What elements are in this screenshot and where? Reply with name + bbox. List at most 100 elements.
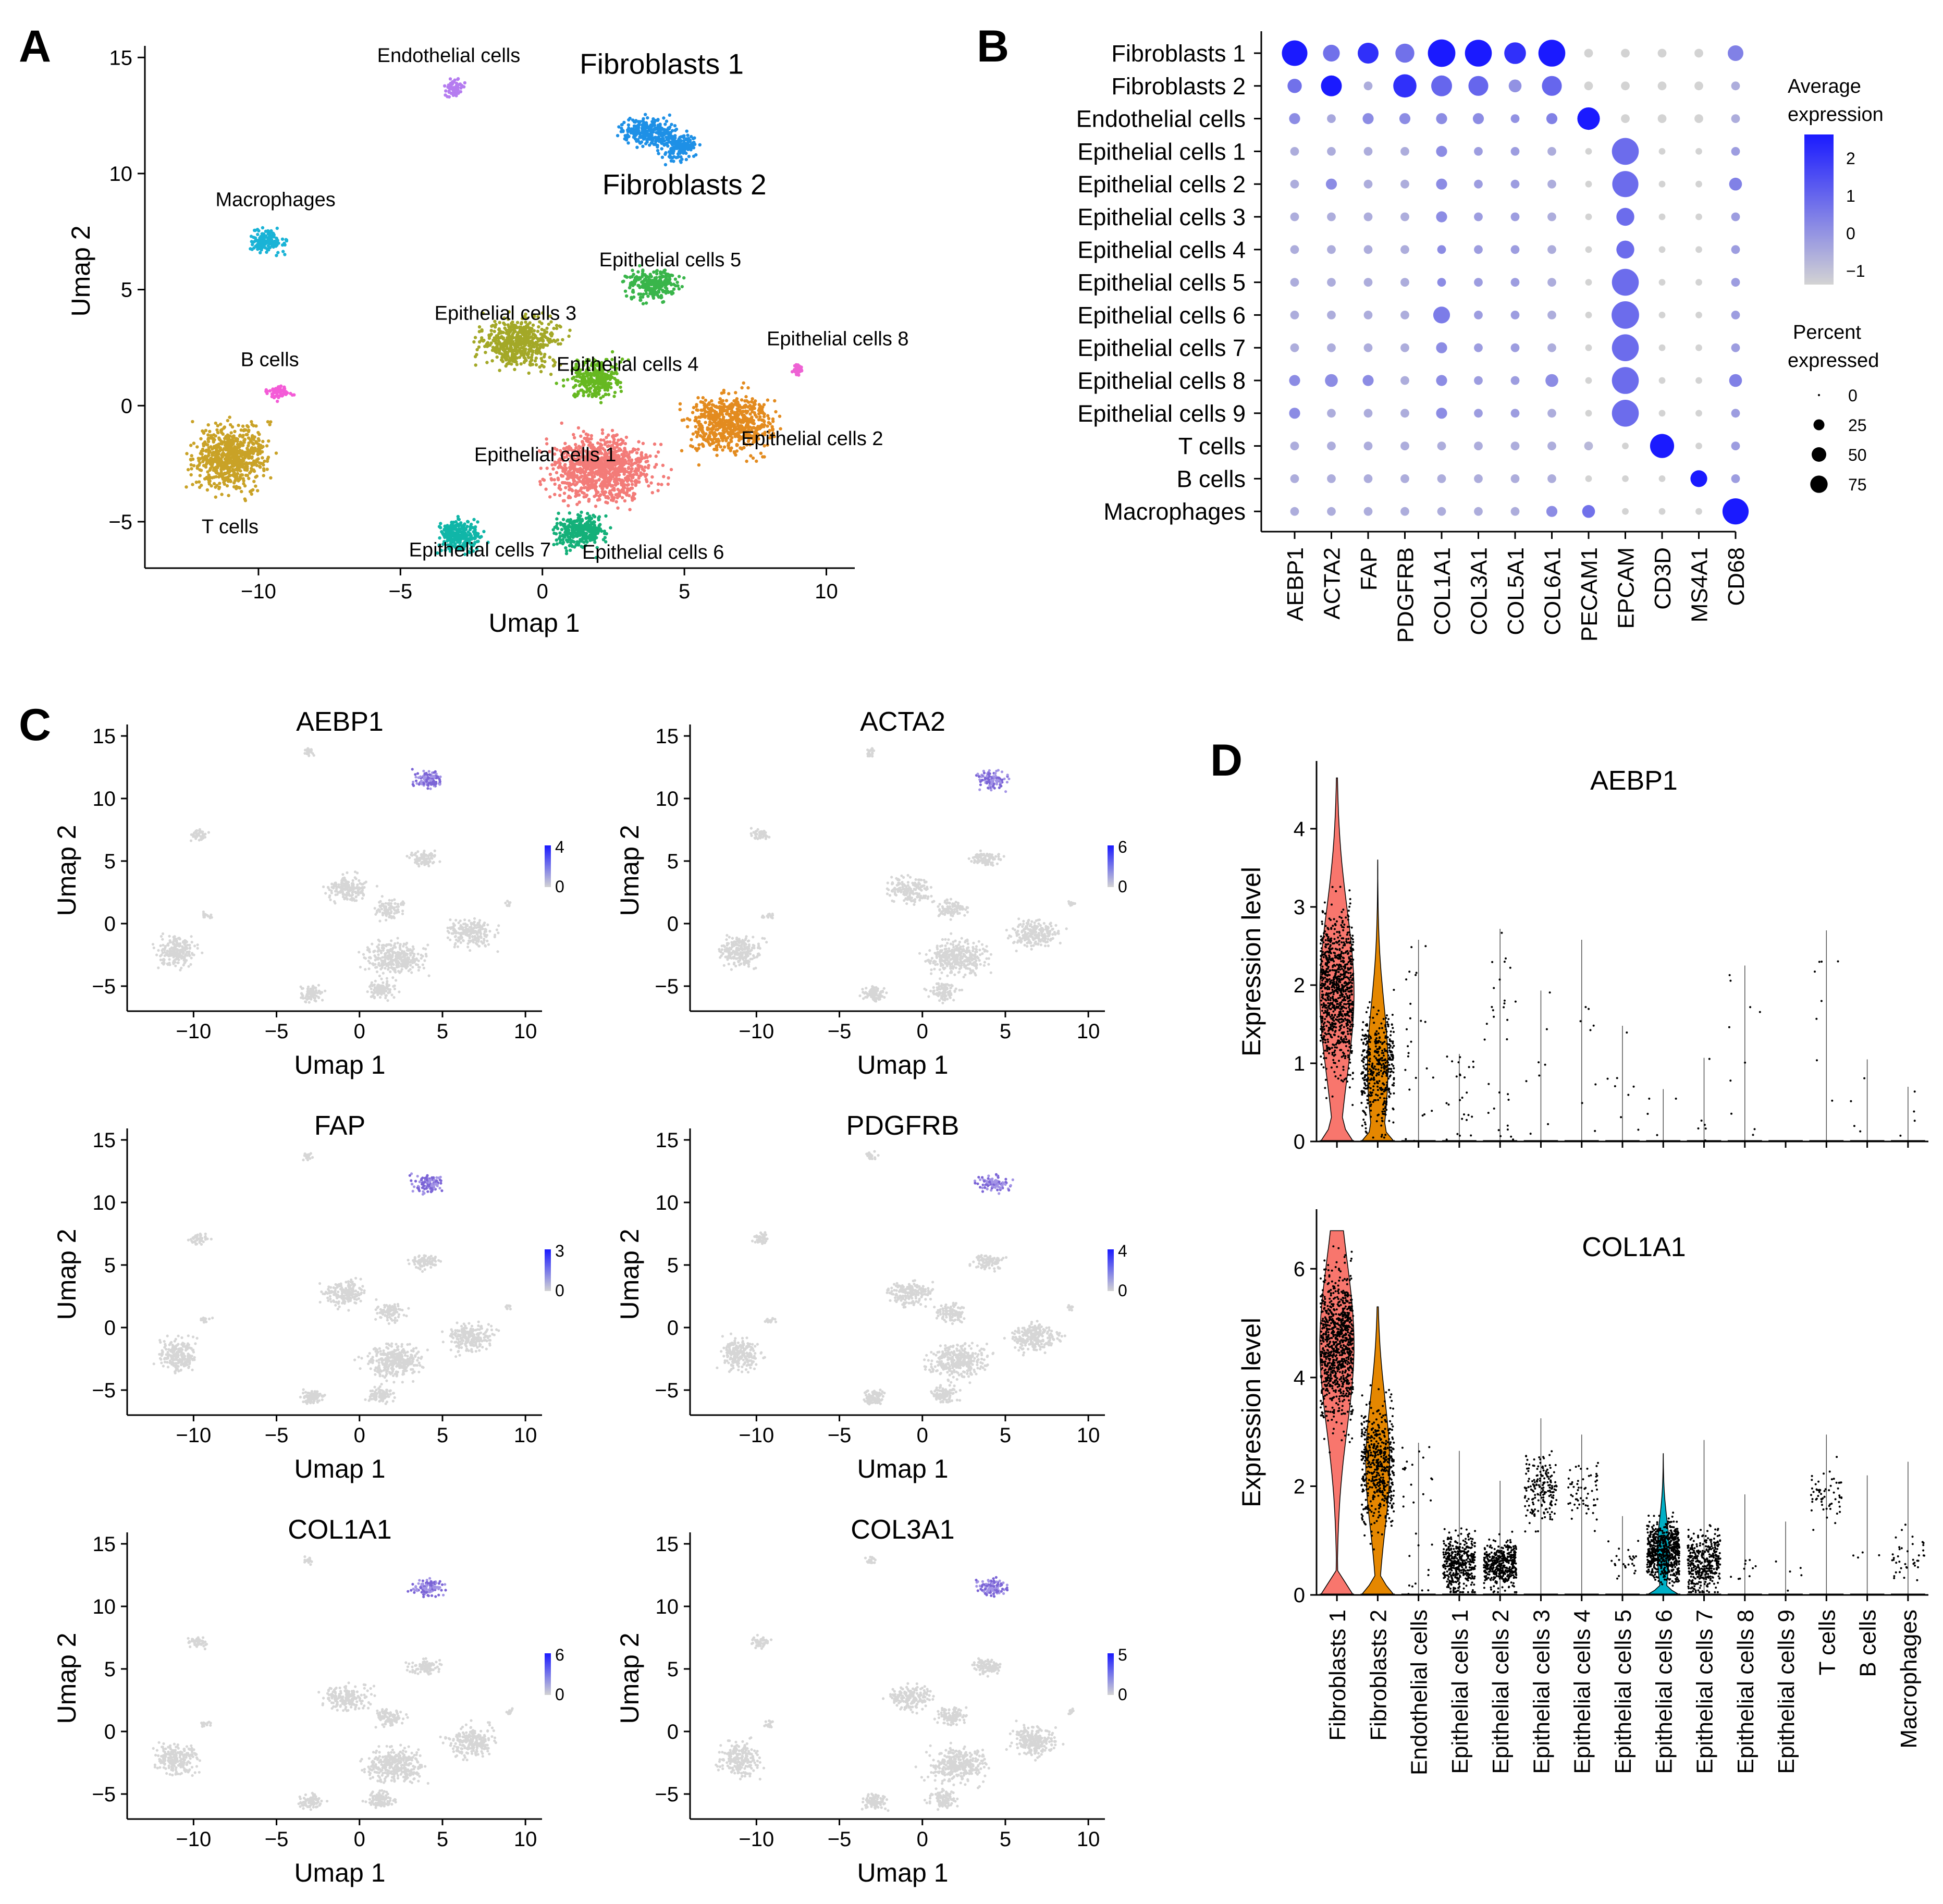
cell-point [579, 539, 582, 543]
cell-point [237, 423, 240, 427]
cell-point [519, 362, 523, 366]
dot [1510, 114, 1520, 124]
cell-point [513, 367, 517, 371]
cell-point [229, 423, 232, 427]
dot [1695, 180, 1702, 188]
dot [1731, 441, 1740, 450]
cell-point [586, 512, 589, 515]
cell-point [469, 534, 473, 537]
cell-point [573, 436, 576, 439]
cell-point [587, 477, 591, 481]
cell-point [497, 341, 501, 345]
cell-point [214, 434, 217, 438]
cell-point [247, 436, 251, 440]
cell-point [652, 289, 656, 293]
cell-point [663, 278, 668, 282]
dot [1616, 207, 1634, 226]
cell-point [663, 122, 667, 126]
cell-point [665, 136, 668, 139]
cell-point [702, 444, 705, 448]
cell-point [602, 469, 606, 473]
cell-point [223, 447, 227, 450]
cell-point [626, 474, 630, 478]
cell-point [230, 444, 233, 447]
cell-point [558, 484, 561, 487]
cell-point [621, 496, 624, 499]
cell-point [534, 363, 538, 367]
cell-point [696, 432, 699, 436]
cell-point [645, 140, 649, 144]
cell-point [579, 388, 583, 392]
dot [1584, 81, 1593, 91]
cell-point [189, 458, 192, 461]
cell-point [616, 443, 620, 447]
cell-point [761, 455, 765, 459]
cell-point [572, 540, 576, 544]
dot [1585, 279, 1592, 286]
cell-point [552, 359, 556, 362]
cell-point [510, 352, 514, 356]
cell-point [774, 410, 778, 414]
cell-point [590, 538, 594, 542]
cell-point [205, 488, 210, 492]
cell-point [710, 422, 714, 425]
cell-point [214, 495, 217, 499]
dot [1290, 245, 1299, 254]
dot [1510, 441, 1520, 450]
cell-point [574, 489, 578, 493]
cell-point [597, 472, 600, 476]
cell-point [731, 417, 734, 421]
y-tick-label: 5 [121, 279, 132, 302]
cell-point [599, 493, 602, 497]
cell-point [490, 324, 494, 328]
cell-point [200, 483, 203, 487]
cell-point [476, 532, 480, 536]
dot [1400, 278, 1409, 287]
cell-point [208, 429, 212, 433]
cell-point [611, 436, 615, 439]
cell-point [239, 428, 243, 432]
cell-point [614, 474, 618, 478]
dot [1577, 107, 1600, 130]
cell-point [699, 422, 703, 426]
dot [1510, 474, 1520, 483]
cell-point [458, 523, 462, 526]
cell-point [246, 462, 250, 465]
cell-point [557, 478, 560, 482]
cell-point [640, 454, 644, 458]
cell-point [545, 466, 549, 470]
cell-point [536, 329, 540, 333]
cell-point [620, 464, 624, 468]
dot [1658, 410, 1666, 417]
dot [1585, 344, 1592, 351]
dot [1547, 343, 1556, 352]
cell-point [555, 326, 559, 330]
dot [1612, 334, 1639, 361]
cell-point [250, 492, 253, 496]
dot [1585, 180, 1592, 188]
cell-point [250, 489, 253, 493]
cell-point [703, 415, 707, 419]
cell-point [654, 139, 658, 142]
cell-point [650, 475, 654, 479]
dot [1437, 507, 1446, 516]
cell-point [254, 244, 257, 248]
cell-point [189, 473, 193, 477]
panel-letter-b: B [977, 21, 1009, 71]
cell-point [479, 535, 483, 538]
cell-point [569, 521, 572, 525]
dot [1289, 375, 1300, 386]
cell-point [243, 499, 248, 502]
cell-point [225, 437, 229, 440]
cell-point [646, 137, 650, 141]
cell-point [696, 408, 699, 412]
dot [1431, 75, 1452, 96]
cell-point [742, 381, 745, 385]
cell-point [760, 408, 764, 412]
cell-point [721, 421, 724, 425]
cell-point [263, 242, 267, 246]
cell-point [752, 422, 756, 425]
cell-point [682, 139, 686, 143]
dot [1585, 377, 1592, 384]
cell-point [265, 247, 269, 251]
